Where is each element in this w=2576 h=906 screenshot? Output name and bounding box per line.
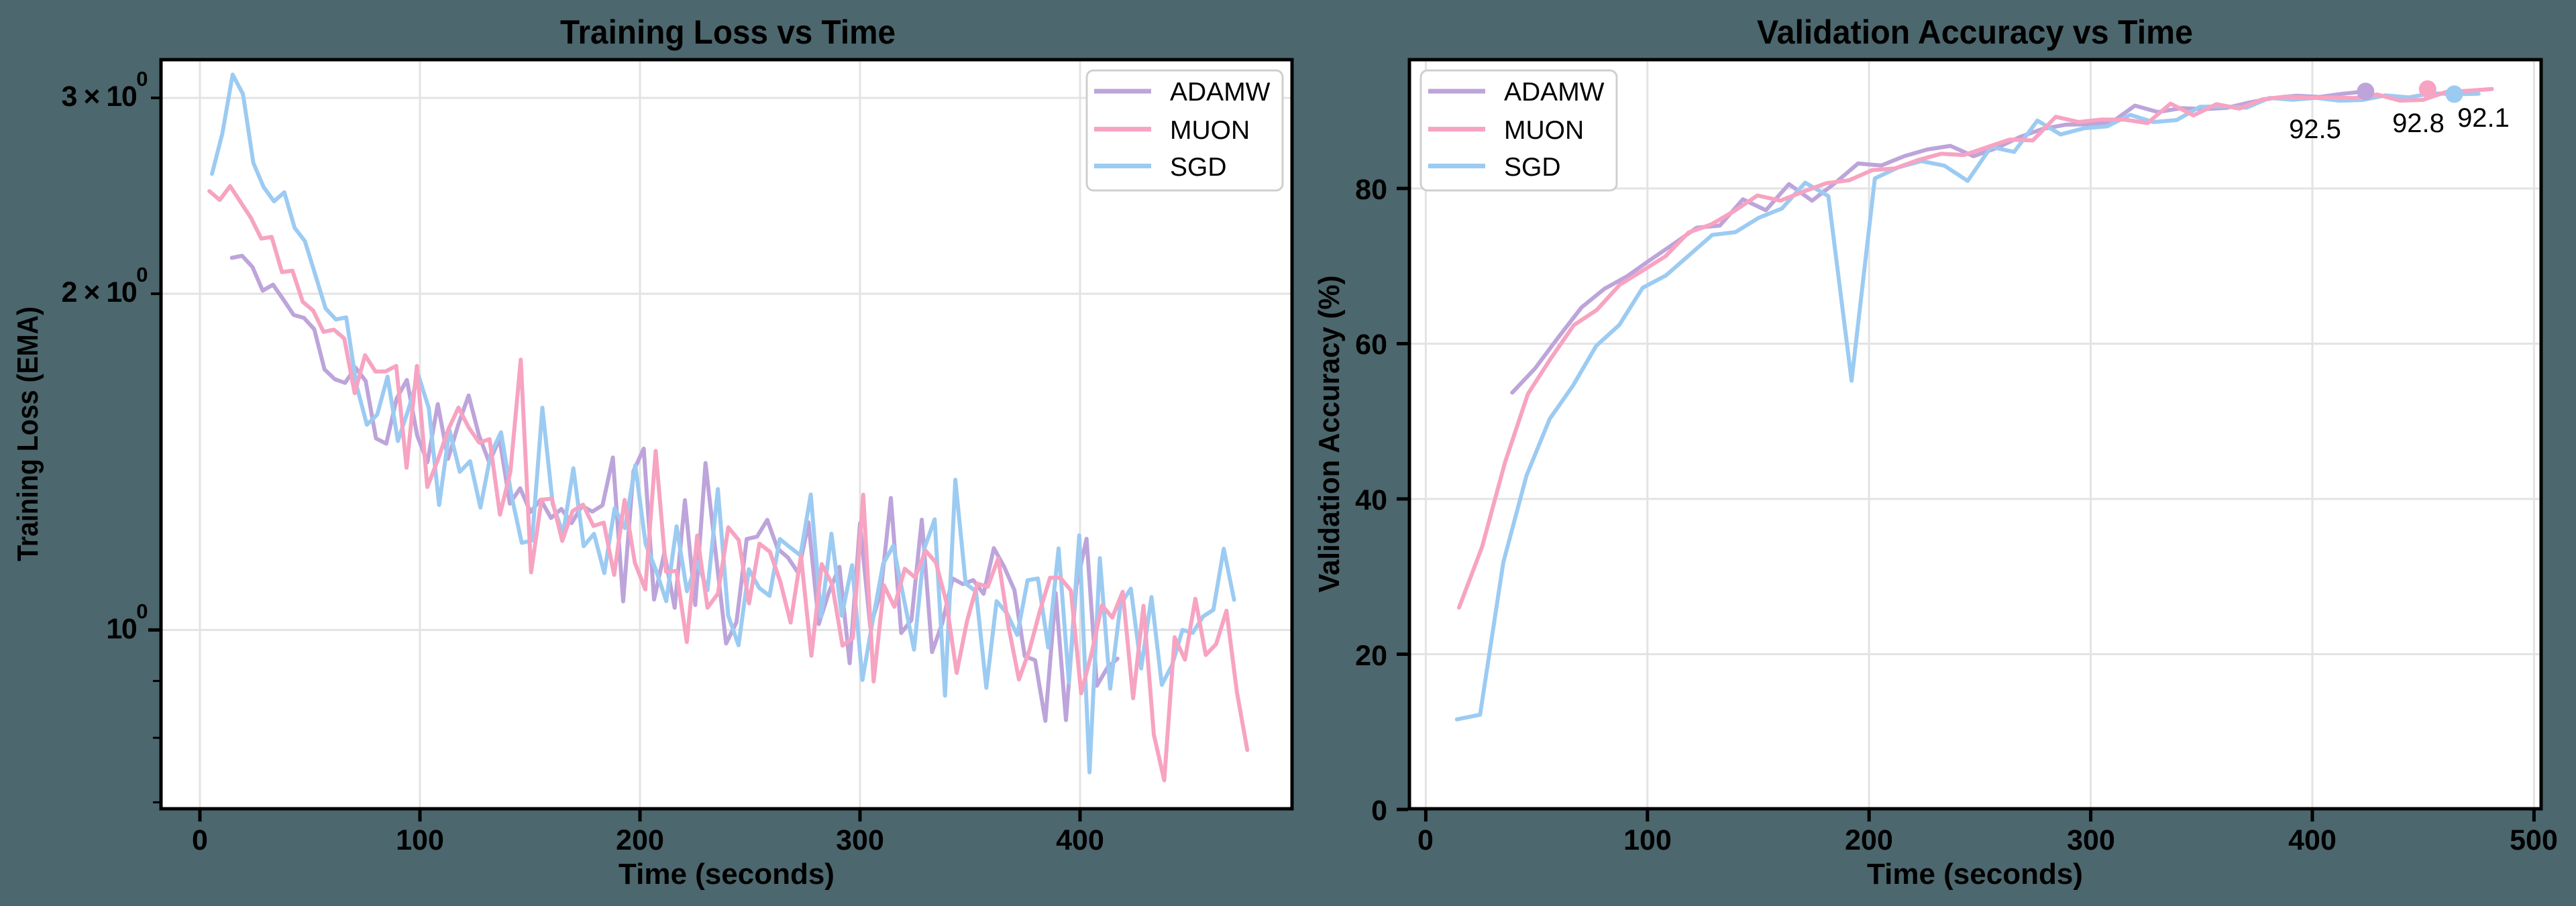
- svg-text:300: 300: [2067, 824, 2115, 856]
- svg-text:100: 100: [396, 824, 444, 856]
- svg-text:0: 0: [192, 824, 208, 856]
- svg-text:92.8: 92.8: [2392, 109, 2445, 138]
- svg-text:400: 400: [2288, 824, 2337, 856]
- svg-text:SGD: SGD: [1504, 153, 1561, 182]
- svg-text:Training Loss (EMA): Training Loss (EMA): [11, 306, 44, 561]
- svg-text:Validation Accuracy (%): Validation Accuracy (%): [1313, 276, 1346, 593]
- svg-text:200: 200: [616, 824, 664, 856]
- svg-text:SGD: SGD: [1170, 153, 1227, 182]
- svg-text:Time (seconds): Time (seconds): [619, 858, 835, 891]
- svg-text:0: 0: [1417, 824, 1434, 856]
- svg-text:Validation Accuracy vs Time: Validation Accuracy vs Time: [1757, 13, 2193, 51]
- svg-text:0: 0: [1371, 795, 1387, 827]
- svg-text:80: 80: [1355, 174, 1387, 206]
- svg-text:MUON: MUON: [1170, 116, 1250, 145]
- svg-text:92.5: 92.5: [2289, 115, 2341, 144]
- svg-text:Training Loss vs Time: Training Loss vs Time: [560, 13, 896, 51]
- svg-text:40: 40: [1355, 484, 1387, 516]
- svg-text:Time (seconds): Time (seconds): [1867, 858, 2083, 891]
- svg-text:400: 400: [1056, 824, 1104, 856]
- svg-text:500: 500: [2510, 824, 2558, 856]
- svg-text:60: 60: [1355, 329, 1387, 361]
- svg-text:ADAMW: ADAMW: [1170, 78, 1271, 107]
- svg-text:92.1: 92.1: [2457, 103, 2510, 133]
- svg-text:100: 100: [1623, 824, 1672, 856]
- svg-text:300: 300: [836, 824, 884, 856]
- svg-text:20: 20: [1355, 640, 1387, 672]
- svg-text:ADAMW: ADAMW: [1504, 78, 1605, 107]
- svg-text:200: 200: [1845, 824, 1893, 856]
- svg-text:MUON: MUON: [1504, 116, 1584, 145]
